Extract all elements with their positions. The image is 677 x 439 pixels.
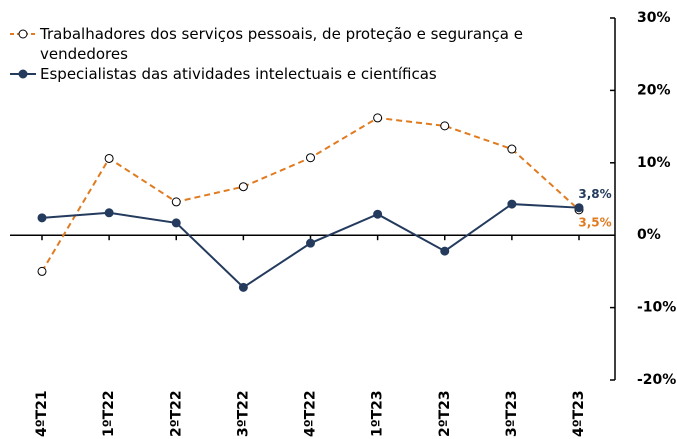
value-label: 3,5% bbox=[578, 215, 611, 229]
data-point bbox=[373, 113, 383, 123]
data-point bbox=[104, 208, 114, 218]
legend-label: Trabalhadores dos serviços pessoais, de … bbox=[40, 25, 523, 63]
x-tick-label: 4ºT23 bbox=[571, 390, 587, 437]
data-point bbox=[104, 153, 114, 163]
series-line bbox=[41, 116, 580, 272]
x-tick-label: 3ºT22 bbox=[235, 390, 251, 437]
value-label: 3,8% bbox=[578, 187, 611, 201]
data-point bbox=[507, 199, 517, 209]
data-point bbox=[507, 144, 517, 154]
x-tick-label: 1ºT22 bbox=[101, 390, 117, 437]
x-tick-label: 4ºT22 bbox=[303, 390, 319, 437]
data-point bbox=[306, 153, 315, 163]
legend-item: Trabalhadores dos serviços pessoais, de … bbox=[8, 24, 608, 64]
data-point bbox=[574, 203, 584, 213]
data-point bbox=[440, 121, 450, 131]
y-tick-label: 30% bbox=[637, 10, 671, 26]
data-point bbox=[238, 182, 248, 192]
legend-symbol bbox=[10, 29, 36, 39]
data-point bbox=[238, 282, 248, 292]
legend-symbol bbox=[10, 69, 36, 79]
y-tick-label: -20% bbox=[637, 372, 676, 388]
x-tick-label: 2ºT22 bbox=[168, 390, 184, 437]
legend: Trabalhadores dos serviços pessoais, de … bbox=[8, 24, 608, 84]
data-point bbox=[37, 266, 47, 276]
data-point bbox=[171, 197, 181, 207]
y-tick-label: 20% bbox=[637, 82, 671, 98]
y-tick-label: 0% bbox=[637, 227, 661, 243]
y-tick-label: 10% bbox=[637, 155, 671, 171]
legend-marker bbox=[18, 29, 28, 39]
data-point bbox=[306, 238, 315, 248]
data-point bbox=[440, 246, 450, 256]
legend-label: Especialistas das atividades intelectuai… bbox=[40, 65, 437, 83]
data-point bbox=[373, 209, 383, 219]
y-tick-label: -10% bbox=[637, 300, 676, 316]
legend-item: Especialistas das atividades intelectuai… bbox=[8, 64, 608, 84]
legend-marker bbox=[18, 69, 28, 79]
x-tick-label: 1ºT23 bbox=[370, 390, 386, 437]
data-point bbox=[37, 213, 47, 223]
x-tick-label: 4ºT21 bbox=[34, 390, 50, 437]
data-point bbox=[171, 218, 181, 228]
x-tick-label: 2ºT23 bbox=[437, 390, 453, 437]
x-tick-label: 3ºT23 bbox=[504, 390, 520, 437]
